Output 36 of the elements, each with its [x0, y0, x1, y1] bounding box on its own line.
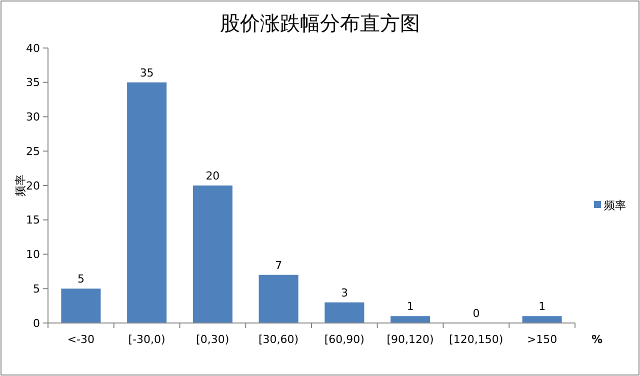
bar [390, 316, 430, 323]
x-tick-label: [120,150) [449, 333, 504, 346]
x-axis-title: % [591, 333, 603, 346]
x-tick-label: >150 [526, 333, 558, 346]
x-tick-label: [90,120) [386, 333, 434, 346]
data-label: 7 [275, 258, 282, 272]
legend-label: 频率 [604, 198, 626, 212]
x-tick-label: <-30 [67, 333, 95, 346]
chart-title: 股价涨跌幅分布直方图 [220, 11, 420, 35]
bar [324, 302, 364, 323]
x-tick-label: [-30,0) [128, 333, 166, 346]
bar [61, 288, 101, 323]
data-label: 20 [206, 170, 220, 182]
data-label: 5 [77, 272, 84, 286]
data-label: 35 [140, 66, 154, 80]
y-tick-label: 10 [26, 248, 40, 262]
bar [258, 274, 298, 323]
y-tick-label: 20 [26, 179, 40, 192]
y-tick-label: 15 [26, 214, 40, 227]
x-tick-label: [0,30) [196, 333, 230, 346]
x-tick-label: [30,60) [258, 333, 299, 346]
y-tick-label: 40 [26, 42, 40, 55]
y-tick-label: 30 [26, 110, 40, 124]
bar [127, 82, 167, 323]
data-label: 0 [472, 307, 480, 320]
y-tick-label: 0 [33, 316, 40, 330]
data-label: 1 [406, 300, 414, 314]
bar [192, 186, 232, 323]
y-tick-label: 25 [26, 144, 40, 158]
data-label: 1 [538, 300, 546, 314]
data-label: 3 [340, 286, 348, 300]
x-tick-label: [60,90) [324, 333, 364, 346]
bar [522, 316, 562, 323]
y-axis-title: 频率 [14, 174, 27, 196]
y-tick-label: 5 [33, 282, 40, 296]
y-tick-label: 35 [26, 76, 40, 90]
